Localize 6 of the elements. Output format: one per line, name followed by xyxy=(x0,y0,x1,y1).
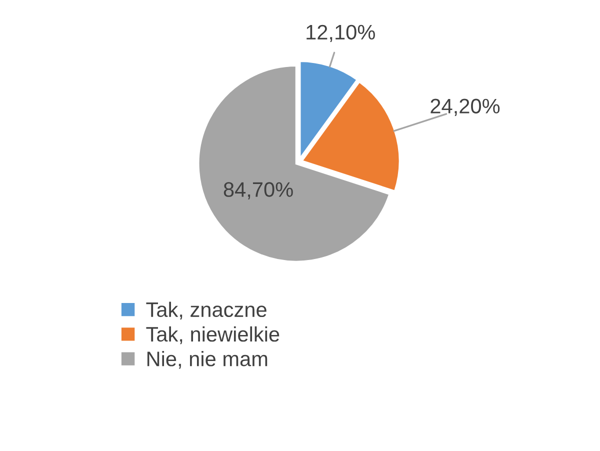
legend-label: Tak, znaczne xyxy=(146,302,266,320)
data-label: 84,70% xyxy=(224,182,293,200)
legend-label: Tak, niewielkie xyxy=(146,326,280,344)
data-label: 24,20% xyxy=(430,98,500,116)
data-label: 12,10% xyxy=(306,24,375,42)
legend-label: Nie, nie mam xyxy=(147,351,268,369)
